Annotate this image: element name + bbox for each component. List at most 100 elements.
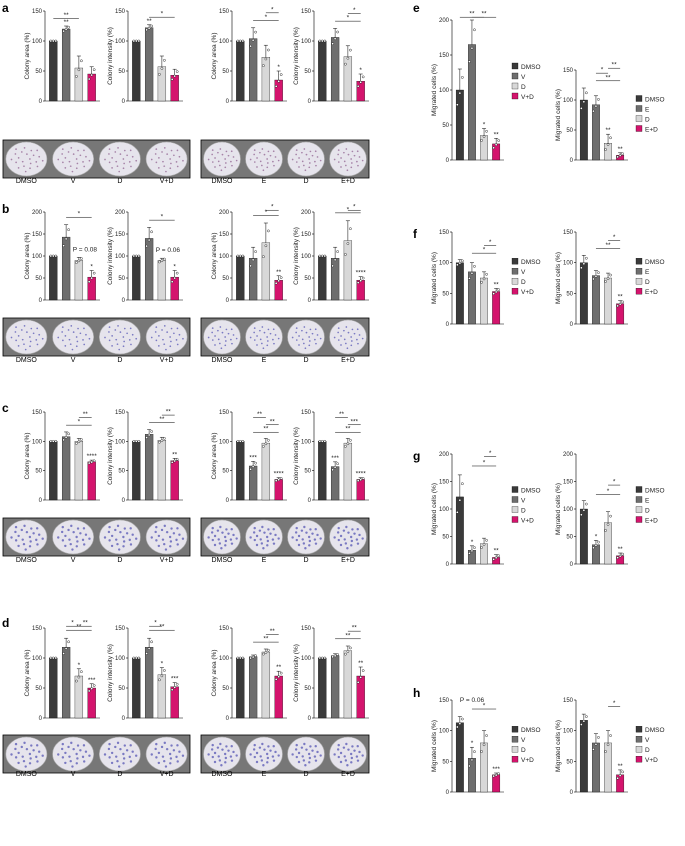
colony-spot: [24, 548, 27, 551]
bar-E: [248, 656, 258, 719]
replicate-dot: [175, 457, 179, 461]
colony-spot: [333, 336, 336, 339]
colony-spot: [157, 167, 160, 169]
colony-spot: [350, 756, 354, 760]
colony-spot: [216, 529, 220, 532]
colony-spot: [213, 534, 217, 538]
y-axis-label: Colony intensity (%): [107, 227, 114, 285]
replicate-dot: [249, 656, 252, 660]
colony-spot: [122, 752, 125, 756]
colony-spot: [272, 542, 276, 545]
replicate-dot: [494, 290, 498, 294]
colony-spot: [88, 754, 91, 757]
colony-spot: [166, 153, 169, 156]
colony-spot: [82, 339, 84, 341]
legend-label: DMSO: [521, 727, 541, 734]
y-tick-label: 150: [32, 9, 43, 15]
colony-spot: [88, 159, 91, 162]
colony-spot: [253, 538, 256, 542]
colony-spot: [36, 343, 39, 346]
colony-spot: [64, 167, 67, 169]
replicate-dot: [163, 669, 166, 672]
colony-spot: [29, 167, 31, 170]
colony-spot: [225, 328, 228, 331]
colony-spot: [350, 158, 353, 160]
colony-spot: [29, 336, 31, 338]
bar-V+D: [87, 687, 96, 719]
colony-spot: [169, 762, 172, 765]
bar-DMSO: [318, 40, 327, 102]
plate-label: D: [303, 771, 308, 778]
bracket-significance: *: [271, 6, 274, 13]
colony-spot: [10, 753, 13, 756]
replicate-dot: [90, 276, 93, 280]
colony-spot: [255, 751, 259, 755]
colony-spot: [181, 537, 185, 540]
replicate-dot: [75, 75, 78, 78]
replicate-dot: [468, 60, 471, 63]
colony-spot: [170, 744, 173, 747]
y-axis-label: Migrated cells (%): [555, 252, 562, 304]
bracket-significance: **: [159, 624, 165, 631]
colony-spot: [165, 170, 167, 173]
y-tick-label: 100: [301, 254, 312, 260]
bar-V: [468, 758, 476, 793]
replicate-dot: [585, 91, 588, 95]
replicate-dot: [470, 46, 474, 50]
legend-label: V: [521, 74, 526, 81]
y-tick-label: 50: [35, 686, 42, 692]
replicate-dot: [585, 256, 588, 260]
plate-label: D: [117, 771, 122, 778]
replicate-dot: [62, 244, 65, 248]
replicate-dot: [163, 437, 166, 440]
colony-spot: [305, 153, 308, 156]
y-axis-label: Colony area (%): [24, 650, 31, 697]
colony-spot: [358, 334, 361, 336]
legend-label: E: [645, 498, 650, 505]
replicate-dot: [87, 77, 91, 81]
colony-spot: [103, 753, 107, 756]
colony-spot: [263, 153, 266, 156]
significance-label: **: [494, 131, 500, 138]
colony-spot: [301, 329, 303, 332]
colony-spot: [353, 154, 356, 157]
colony-spot: [269, 332, 272, 335]
replicate-dot: [158, 260, 161, 264]
replicate-dot: [279, 477, 283, 480]
colony-spot: [57, 336, 60, 339]
colony-spot: [266, 340, 269, 342]
colony-spot: [64, 751, 67, 755]
colony-spot: [108, 525, 111, 529]
colony-spot: [266, 158, 269, 160]
colony-spot: [349, 535, 353, 539]
colony-spot: [291, 753, 294, 756]
significance-label: **: [618, 763, 624, 770]
colony-spot: [211, 161, 214, 163]
colony-spot: [303, 525, 306, 529]
plate-label: DMSO: [212, 178, 234, 185]
colony-spot: [303, 148, 306, 150]
replicate-dot: [492, 292, 495, 295]
plate-label: D: [117, 357, 122, 364]
p-value-note: P = 0.06: [156, 247, 181, 254]
colony-spot: [28, 545, 32, 548]
replicate-dot: [249, 467, 252, 471]
bracket-significance: *: [607, 488, 610, 495]
colony-spot: [261, 525, 264, 529]
colony-spot: [61, 148, 64, 150]
colony-spot: [307, 752, 311, 756]
colony-spot: [253, 743, 256, 747]
colony-spot: [29, 540, 32, 543]
replicate-dot: [333, 37, 337, 41]
colony-spot: [308, 336, 311, 338]
replicate-dot: [132, 254, 136, 258]
colony-spot: [170, 327, 173, 330]
bar-DMSO: [49, 255, 58, 301]
replicate-dot: [485, 539, 488, 542]
legend-swatch: [511, 486, 519, 493]
colony-spot: [295, 153, 298, 156]
y-tick-label: 200: [32, 210, 43, 216]
legend-swatch: [511, 278, 519, 285]
